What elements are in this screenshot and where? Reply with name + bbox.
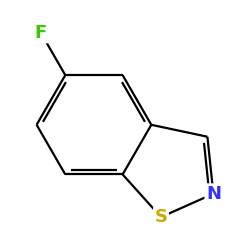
Text: S: S	[154, 208, 168, 226]
Text: N: N	[206, 185, 221, 203]
Text: F: F	[35, 24, 47, 42]
